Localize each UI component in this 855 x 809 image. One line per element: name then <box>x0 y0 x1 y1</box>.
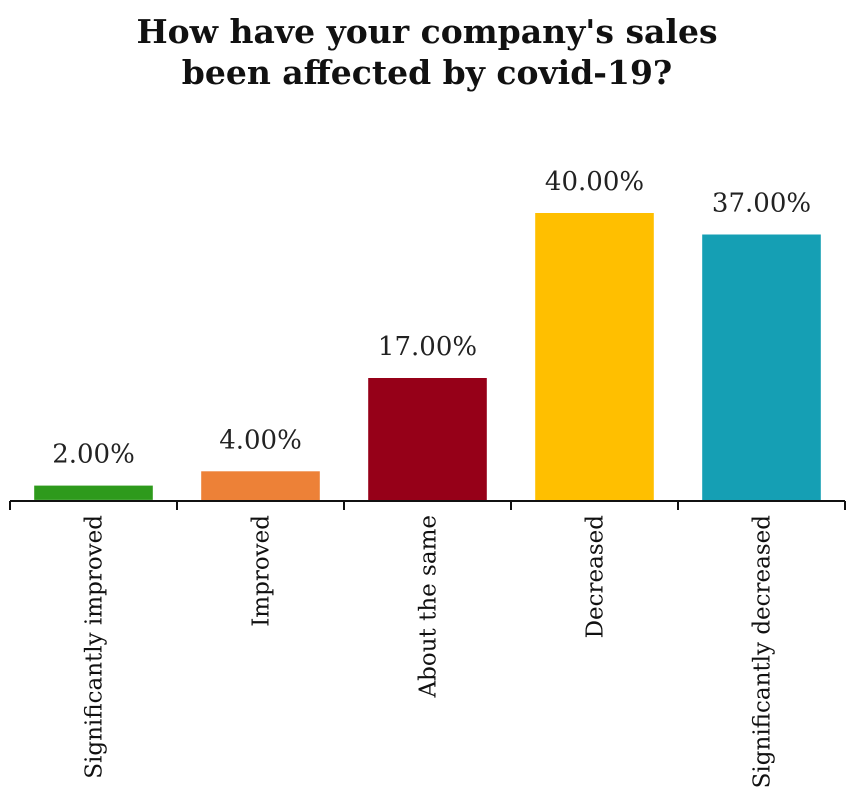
x-axis <box>9 500 846 510</box>
data-label: 40.00% <box>545 167 644 197</box>
bar <box>535 213 654 500</box>
x-tick-label: Improved <box>249 515 275 627</box>
bar <box>201 471 320 500</box>
data-label: 2.00% <box>52 440 135 470</box>
chart-title-line-2: been affected by covid-19? <box>182 53 673 92</box>
data-label: 37.00% <box>712 189 811 219</box>
data-label: 4.00% <box>219 425 302 455</box>
x-tick-label: Significantly decreased <box>750 515 776 789</box>
x-tick-labels-group: Significantly improved Improved About the … <box>82 515 776 789</box>
bars-group <box>34 213 821 500</box>
x-tick-label: Decreased <box>583 515 609 639</box>
bar <box>34 485 153 500</box>
chart-title-line-1: How have your company's sales <box>136 12 717 51</box>
data-label: 17.00% <box>378 332 477 362</box>
value-labels-group: 2.00% 4.00% 17.00% 40.00% 37.00% <box>52 167 811 470</box>
bar <box>702 234 821 500</box>
bar <box>368 378 487 500</box>
x-tick-label: About the same <box>416 515 442 698</box>
x-tick-label: Significantly improved <box>82 515 108 779</box>
